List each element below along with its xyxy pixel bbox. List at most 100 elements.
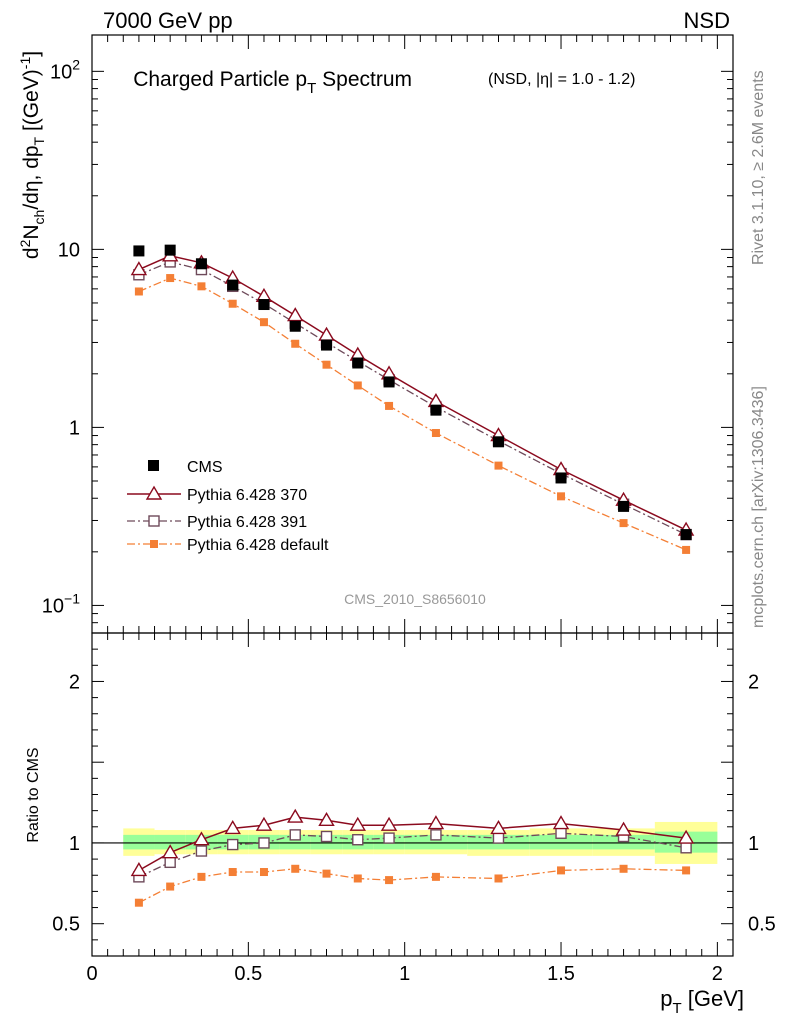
data-point-pythia-default (353, 381, 362, 390)
data-point-pythia-default (619, 864, 628, 873)
data-point-pythia-default (228, 299, 237, 308)
data-point-pythia-370 (490, 820, 507, 835)
data-point-pythia-default (259, 318, 268, 327)
legend-entry-pythia-default: Pythia 6.428 default (127, 537, 329, 554)
data-point-pythia-370 (130, 261, 148, 276)
legend-entry-pythia-370: Pythia 6.428 370 (127, 485, 307, 504)
ratio-ytick-label-right: 1 (748, 833, 759, 855)
header-right-label: NSD (684, 8, 730, 33)
data-point-pythia-default (557, 866, 566, 875)
main-title-text: Charged Particle p (133, 68, 307, 91)
legend-marker-pythia-default (150, 540, 158, 548)
series-pythia-391 (133, 827, 692, 883)
data-point-pythia-370 (552, 815, 570, 830)
data-point-pythia-default (134, 287, 143, 296)
data-point-pythia-default (385, 401, 394, 410)
data-point-pythia-370 (255, 816, 273, 831)
ratio-band-inner (404, 834, 468, 850)
data-point-cms (383, 376, 395, 388)
data-point-pythia-default (494, 461, 503, 470)
data-point-pythia-default (385, 876, 394, 885)
data-point-cms (680, 529, 692, 541)
data-point-pythia-370 (380, 816, 398, 831)
ratio-ytick-label-left: 1 (69, 833, 80, 855)
data-point-pythia-default (291, 864, 300, 873)
main-ytick-label-exp: −1 (64, 590, 80, 606)
data-point-pythia-370 (224, 820, 241, 835)
ratio-xtick-label: 1 (399, 963, 410, 985)
data-point-pythia-default (322, 869, 331, 878)
data-point-pythia-391 (680, 842, 692, 854)
data-point-pythia-391 (555, 827, 567, 839)
data-point-pythia-default (494, 874, 503, 883)
data-point-pythia-391 (289, 829, 301, 841)
data-point-pythia-default (228, 868, 237, 877)
ylabel-T: T (31, 136, 47, 145)
ratio-band-inner (529, 834, 593, 850)
ratio-band-inner (123, 834, 155, 850)
main-ytick-label-base: 10 (42, 595, 64, 617)
ratio-panel: 2 2 1 1 0.5 0.5 0 0.5 1 1.5 2 Ratio to CMS pT [Ge… (25, 632, 776, 1017)
data-point-pythia-default (431, 872, 440, 881)
legend-entry-pythia-391: Pythia 6.428 391 (127, 514, 307, 531)
data-point-pythia-default (197, 282, 206, 291)
ratio-band-inner (154, 834, 186, 850)
data-point-pythia-default (166, 882, 175, 891)
ylabel-N: N (20, 224, 43, 239)
legend-label-cms: CMS (187, 459, 223, 476)
data-point-pythia-370 (677, 829, 695, 844)
mcplots-label: mcplots.cern.ch [arXiv:1306.3436] (750, 386, 767, 628)
series-line-pythia-default (138, 868, 687, 904)
data-point-cms (321, 339, 333, 351)
ratio-panel-frame (91, 632, 734, 957)
x-axis-label-base: p (660, 986, 672, 1011)
legend-marker-cms (148, 460, 159, 471)
data-point-pythia-default (291, 339, 300, 348)
main-ytick-label: 1 (69, 417, 80, 439)
legend-label-pythia-391: Pythia 6.428 391 (187, 514, 307, 531)
main-title-sub: T (307, 80, 316, 97)
data-point-cms (195, 258, 207, 270)
ratio-xtick-label: 2 (712, 963, 723, 985)
data-point-pythia-391 (352, 834, 364, 846)
series-line-pythia-default (138, 277, 687, 551)
data-point-pythia-default (322, 360, 331, 369)
main-watermark: CMS_2010_S8656010 (344, 591, 486, 607)
data-point-pythia-default (619, 519, 628, 528)
ylabel-deta: /dη, dp (20, 145, 43, 209)
data-point-cms (492, 436, 504, 448)
ratio-ytick-label-right: 0.5 (748, 914, 776, 936)
ratio-band-inner (279, 834, 311, 850)
data-point-pythia-391 (320, 830, 333, 843)
data-point-pythia-370 (318, 326, 335, 341)
ratio-ytick-label-right: 2 (748, 671, 759, 693)
data-point-cms (164, 244, 176, 256)
data-point-cms (258, 299, 270, 311)
data-point-pythia-default (259, 868, 268, 877)
data-point-pythia-391 (258, 837, 270, 849)
data-point-pythia-370 (193, 831, 210, 846)
main-ytick-label: 102 (50, 56, 80, 83)
main-title-small: (NSD, |η| = 1.0 - 1.2) (488, 71, 635, 88)
data-point-cms (133, 245, 145, 257)
series-cms (133, 244, 692, 541)
data-point-pythia-default (682, 866, 691, 875)
ylabel-d: d (20, 247, 43, 259)
data-point-pythia-391 (492, 832, 505, 844)
data-point-pythia-370 (287, 307, 304, 322)
legend-marker-pythia-391 (148, 515, 160, 527)
data-point-pythia-370 (287, 808, 304, 823)
main-ytick-label: 10 (58, 239, 80, 261)
data-point-pythia-370 (427, 392, 445, 408)
data-point-pythia-default (682, 545, 691, 554)
data-point-pythia-default (166, 274, 175, 283)
data-point-cms (352, 357, 364, 369)
data-point-pythia-370 (318, 811, 335, 827)
data-point-pythia-391 (164, 856, 176, 869)
data-point-pythia-370 (130, 862, 148, 877)
ylabel-exp: -1 (17, 57, 33, 70)
ylabel-exp2: 2 (17, 239, 33, 247)
data-point-cms (289, 320, 301, 332)
main-ytick-label: 10−1 (42, 590, 80, 617)
